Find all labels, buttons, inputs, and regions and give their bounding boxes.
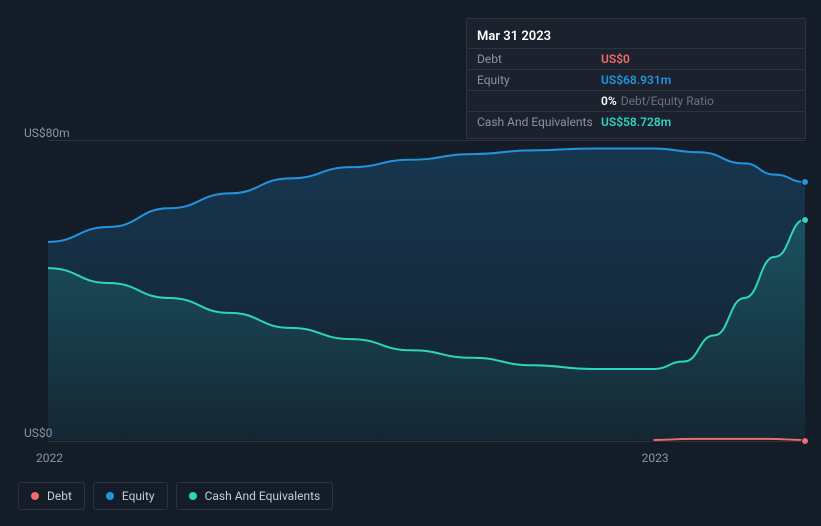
tooltip-row-label: Cash And Equivalents [477, 115, 601, 129]
tooltip-row-value: 0% [601, 94, 617, 108]
series-line-debt [654, 439, 805, 440]
tooltip-row-label: Equity [477, 73, 601, 87]
tooltip-row-label: Debt [477, 52, 601, 66]
legend-label: Equity [122, 489, 155, 503]
tooltip-row-label [477, 94, 601, 108]
x-axis-label: 2023 [642, 451, 669, 465]
legend-item-equity[interactable]: Equity [93, 482, 168, 510]
tooltip-date: Mar 31 2023 [467, 25, 805, 48]
series-end-marker [801, 437, 809, 445]
x-axis-line [48, 441, 805, 442]
legend-dot-icon [189, 492, 197, 500]
tooltip-row-value: US$68.931m [601, 73, 671, 87]
legend-label: Cash And Equivalents [205, 489, 321, 503]
tooltip-row-value: US$0 [601, 52, 630, 66]
legend-label: Debt [47, 489, 72, 503]
legend-dot-icon [31, 492, 39, 500]
tooltip-row: EquityUS$68.931m [467, 69, 805, 90]
series-end-marker [801, 216, 809, 224]
legend-dot-icon [106, 492, 114, 500]
tooltip-panel: Mar 31 2023 DebtUS$0EquityUS$68.931m0%De… [466, 18, 806, 139]
legend-item-debt[interactable]: Debt [18, 482, 85, 510]
series-end-marker [801, 178, 809, 186]
tooltip-row-suffix: Debt/Equity Ratio [621, 94, 714, 108]
tooltip-row-value: US$58.728m [601, 115, 671, 129]
legend: Debt Equity Cash And Equivalents [18, 482, 333, 510]
y-axis-label: US$80m [24, 126, 70, 140]
x-axis-label: 2022 [36, 451, 63, 465]
tooltip-row: DebtUS$0 [467, 48, 805, 69]
legend-item-cash-and-equivalents[interactable]: Cash And Equivalents [176, 482, 334, 510]
chart-area: 20222023 [48, 140, 805, 440]
tooltip-row: Cash And EquivalentsUS$58.728m [467, 111, 805, 132]
chart-svg [48, 141, 805, 440]
tooltip-row: 0% Debt/Equity Ratio [467, 90, 805, 111]
